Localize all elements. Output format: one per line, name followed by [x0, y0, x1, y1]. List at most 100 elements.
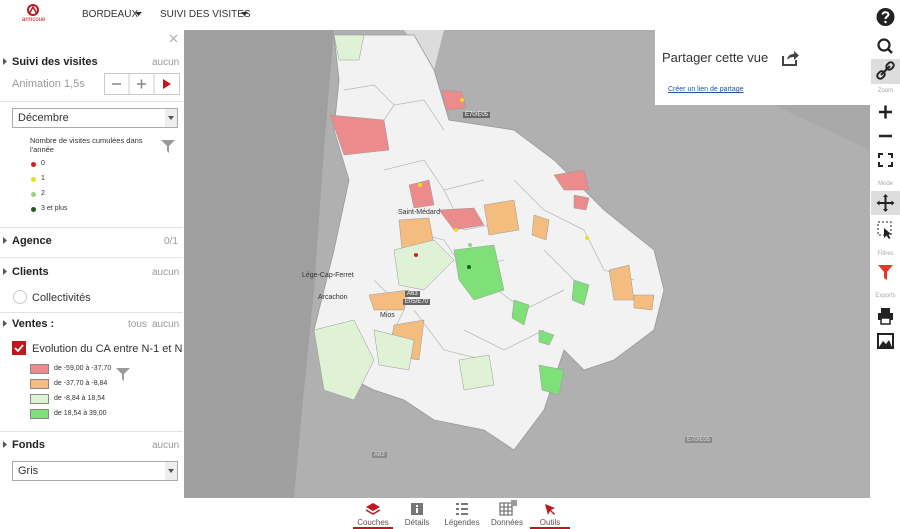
tab[interactable]: Données: [490, 518, 524, 527]
agency-count: 0/1: [164, 236, 178, 247]
zoom-in[interactable]: [871, 102, 900, 122]
expand-caret: [3, 441, 7, 448]
all-toggle[interactable]: tous: [128, 319, 147, 330]
toolbar: [870, 0, 900, 529]
map-label: Saint-Médard: [398, 209, 441, 216]
tab-icon: [411, 503, 423, 515]
help-button[interactable]: [871, 6, 900, 28]
select-caret: [165, 462, 177, 480]
logo-icon: [27, 4, 39, 16]
expand-caret: [3, 58, 7, 65]
menu-item[interactable]: BORDEAUX: [82, 9, 139, 20]
none-toggle[interactable]: aucun: [152, 267, 180, 278]
legend-dot: [31, 177, 36, 182]
section-title: Clients: [12, 266, 49, 278]
share-panel: [655, 30, 870, 105]
animation-label: Animation 1,5s: [12, 78, 85, 90]
road-shield: A63: [372, 452, 387, 458]
road-shield: E05/E70: [403, 299, 431, 305]
map-label: Mios: [380, 312, 395, 319]
tab-underline: [530, 527, 570, 529]
separator: [0, 257, 183, 258]
legend-swatch: [30, 379, 49, 389]
tab[interactable]: Outils: [539, 518, 561, 527]
legend-label: de -59,00 à -37,70: [54, 365, 112, 372]
separator: [0, 227, 183, 228]
legend-label: de -37,70 à -8,84: [54, 380, 108, 387]
tab-icon: [499, 500, 517, 516]
map[interactable]: [184, 30, 870, 498]
radio[interactable]: [12, 289, 28, 305]
none-toggle[interactable]: aucun: [152, 440, 180, 451]
road-shield: E70/E05: [685, 437, 713, 443]
tab-underline: [353, 527, 393, 529]
legend-label: 2: [41, 190, 45, 197]
filter-icon[interactable]: [115, 366, 131, 382]
toolbar-section: Exports: [875, 293, 896, 299]
share-button[interactable]: [871, 59, 900, 84]
legend-label: 1: [41, 175, 45, 182]
client-item: Collectivités: [32, 292, 91, 304]
expand-caret: [3, 320, 7, 327]
menu-caret: [135, 12, 142, 16]
month-select[interactable]: Décembre: [12, 108, 178, 128]
layer-label: Evolution du CA entre N-1 et N: [32, 343, 183, 355]
toolbar-section: Filtres: [877, 251, 894, 257]
filter-icon[interactable]: [160, 138, 176, 154]
close-button[interactable]: [169, 34, 178, 43]
separator: [0, 101, 183, 102]
share-title: Partager cette vue: [662, 50, 769, 65]
legend-dot: [31, 162, 36, 167]
section-title: Suivi des visites: [12, 56, 98, 68]
tab[interactable]: Légendes: [444, 518, 480, 527]
tab[interactable]: Couches: [357, 518, 389, 527]
legend-label: 3 et plus: [41, 205, 68, 212]
toolbar-section: Zoom: [877, 88, 894, 94]
legend-label: 0: [41, 160, 45, 167]
section-title: Ventes :: [12, 318, 55, 330]
legend-swatch: [30, 364, 49, 374]
toolbar-section: Mode: [877, 181, 893, 187]
tab-icon: [365, 503, 381, 515]
filter-button[interactable]: [871, 262, 900, 282]
none-toggle[interactable]: aucun: [152, 319, 180, 330]
legend-swatch: [30, 409, 49, 419]
select-mode[interactable]: [871, 218, 900, 240]
pan-mode[interactable]: [871, 191, 900, 215]
image-export[interactable]: [871, 331, 900, 351]
print-button[interactable]: [871, 306, 900, 326]
none-toggle[interactable]: aucun: [152, 57, 180, 68]
road-shield: A63: [405, 291, 420, 297]
checkbox[interactable]: [12, 341, 26, 355]
road-shield: E70/E05: [463, 112, 491, 118]
tab[interactable]: Détails: [404, 518, 430, 527]
map-label: Lège-Cap-Ferret: [302, 272, 354, 279]
legend-dot: [31, 192, 36, 197]
select-caret: [165, 109, 177, 127]
separator: [0, 431, 183, 432]
share-icon[interactable]: [780, 48, 800, 68]
tab-icon: [456, 503, 468, 515]
expand-caret: [3, 237, 7, 244]
logo-text: armcoue: [22, 17, 46, 23]
share-link[interactable]: Créer un lien de partage: [668, 86, 744, 93]
section-title: Fonds: [12, 439, 45, 451]
section-title: Agence: [12, 235, 52, 247]
legend-label: de -8,84 à 18,54: [54, 395, 105, 402]
tab-bar: [184, 498, 870, 529]
legend-title: Nombre de visites cumulées dans l'année: [30, 136, 143, 154]
search-button[interactable]: [871, 35, 900, 57]
legend-swatch: [30, 394, 49, 404]
menu-item[interactable]: SUIVI DES VISITES: [160, 9, 251, 20]
map-label: Arcachon: [318, 294, 348, 301]
zoom-out[interactable]: [871, 126, 900, 146]
legend-label: de 18,54 à 39,00: [54, 410, 107, 417]
background-select[interactable]: Gris: [12, 461, 178, 481]
animation-controls[interactable]: [104, 73, 180, 95]
separator: [0, 312, 183, 313]
fullscreen[interactable]: [871, 150, 900, 170]
menu-caret: [241, 12, 248, 16]
legend-dot: [31, 207, 36, 212]
